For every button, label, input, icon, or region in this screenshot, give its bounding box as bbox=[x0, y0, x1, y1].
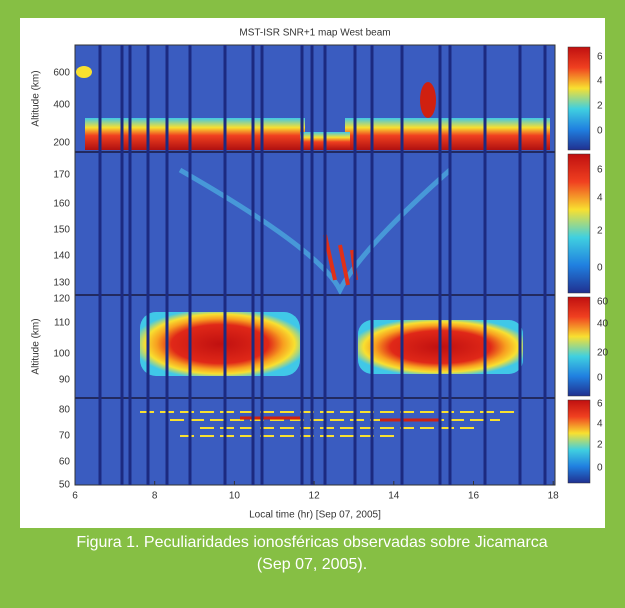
x-tick-label: 12 bbox=[309, 491, 321, 502]
heatmap bbox=[74, 44, 556, 486]
y-tick-label: 170 bbox=[53, 170, 70, 181]
echo-streak bbox=[140, 411, 520, 437]
colorbar-tick-label: 2 bbox=[597, 440, 603, 451]
y-tick-label: 160 bbox=[53, 199, 70, 210]
x-tick-label: 16 bbox=[468, 491, 480, 502]
y-tick-label: 600 bbox=[53, 68, 70, 79]
y-tick-label: 400 bbox=[53, 100, 70, 111]
y-axis-label: Altitude (km) bbox=[31, 70, 42, 126]
echo-streak bbox=[240, 416, 440, 422]
layer-band bbox=[85, 118, 305, 150]
y-tick-label: 70 bbox=[59, 431, 71, 442]
x-tick-label: 14 bbox=[388, 491, 400, 502]
colorbar-tick-label: 0 bbox=[597, 126, 603, 137]
colorbar-tick-label: 4 bbox=[597, 76, 603, 87]
y-tick-label: 90 bbox=[59, 375, 71, 386]
colorbar bbox=[567, 296, 591, 397]
colorbar-tick-label: 20 bbox=[597, 348, 609, 359]
panel-divider bbox=[75, 151, 555, 399]
y-tick-label: 110 bbox=[54, 318, 70, 329]
colorbar-tick-label: 0 bbox=[597, 263, 603, 274]
layer-band bbox=[345, 118, 550, 150]
y-tick-label: 130 bbox=[53, 278, 70, 289]
y-tick-label: 50 bbox=[59, 480, 71, 491]
x-tick-label: 18 bbox=[548, 491, 560, 502]
e-region-echo bbox=[140, 312, 300, 376]
y-axis-label: Altitude (km) bbox=[31, 318, 42, 374]
x-tick-label: 6 bbox=[72, 491, 78, 502]
y-tick-label: 200 bbox=[53, 138, 70, 149]
colorbar-tick-label: 40 bbox=[597, 319, 609, 330]
y-tick-label: 120 bbox=[53, 294, 70, 305]
echo-spot bbox=[76, 66, 92, 78]
plot-border bbox=[74, 44, 556, 486]
colorbar-tick-label: 2 bbox=[597, 101, 603, 112]
colorbar-tick-label: 4 bbox=[597, 193, 603, 204]
colorbar bbox=[567, 46, 591, 151]
x-axis-label: Local time (hr) [Sep 07, 2005] bbox=[249, 510, 381, 521]
colorbar-tick-label: 4 bbox=[597, 419, 603, 430]
colorbar-tick-label: 6 bbox=[597, 165, 603, 176]
y-tick-label: 150 bbox=[53, 225, 70, 236]
echo-spot bbox=[420, 82, 436, 118]
colorbar-tick-label: 6 bbox=[597, 52, 603, 63]
colorbar-tick-label: 6 bbox=[597, 399, 603, 410]
colorbar-tick-label: 60 bbox=[597, 297, 609, 308]
caption: Figura 1. Peculiaridades ionosféricas ob… bbox=[76, 534, 548, 573]
echo-trace bbox=[178, 167, 452, 296]
colorbar-tick-label: 0 bbox=[597, 463, 603, 474]
colorbar-tick-label: 0 bbox=[597, 373, 603, 384]
y-tick-label: 140 bbox=[53, 251, 70, 262]
x-tick-label: 10 bbox=[229, 491, 241, 502]
colorbar bbox=[567, 153, 591, 294]
chart-title: MST-ISR SNR+1 map West beam bbox=[239, 28, 390, 39]
y-tick-label: 80 bbox=[59, 405, 71, 416]
x-tick-label: 8 bbox=[152, 491, 158, 502]
colorbar bbox=[567, 399, 591, 484]
colorbar-tick-label: 2 bbox=[597, 226, 603, 237]
y-tick-label: 100 bbox=[53, 349, 70, 360]
y-tick-label: 60 bbox=[59, 457, 71, 468]
